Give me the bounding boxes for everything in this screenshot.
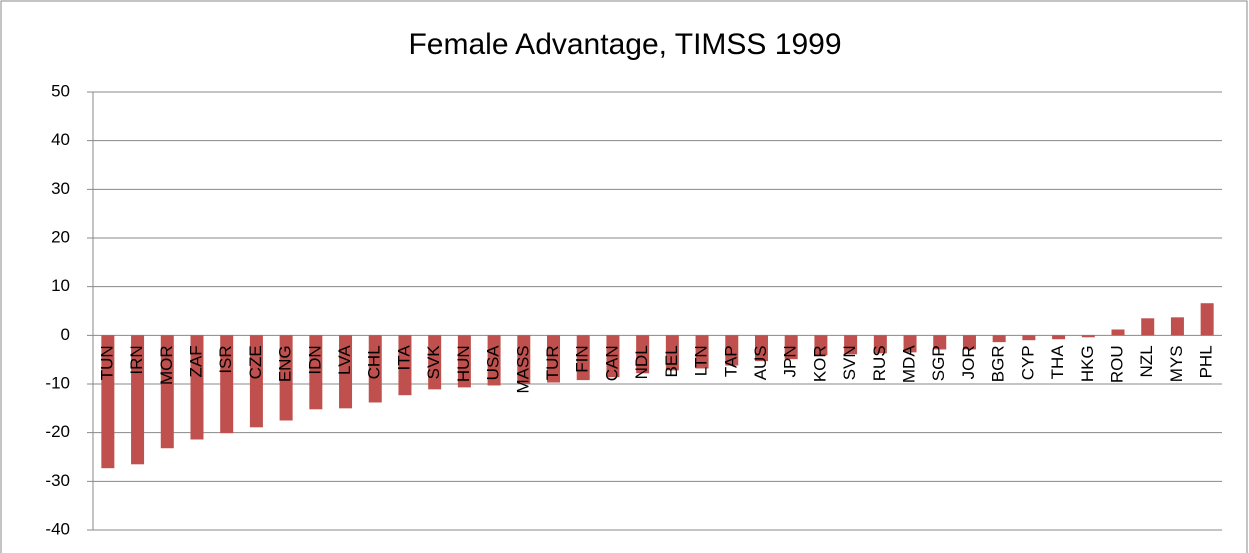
x-tick-label: LVA [335,345,354,375]
x-tick-label: JOR [959,345,978,379]
bar [547,335,561,383]
x-tick-label: MYS [1167,345,1186,382]
bar [844,335,858,355]
bar [962,335,976,350]
x-tick-label: TUN [97,345,116,380]
bar [1022,335,1036,341]
bar [190,335,204,440]
bar [665,335,679,371]
x-tick-label: FIN [573,345,592,372]
bar [903,335,917,353]
x-tick-label: HUN [454,345,473,382]
x-tick-label: ISR [216,345,235,373]
x-tick-label: LTN [692,345,711,376]
y-tick-label: 30 [51,179,70,198]
bar [279,335,293,421]
x-tick-label: KOR [810,345,829,382]
bar [131,335,145,465]
bar [1111,329,1125,336]
bar [695,335,709,369]
chart-title: Female Advantage, TIMSS 1999 [408,28,841,61]
x-tick-label: MOR [157,345,176,385]
y-tick-label: -30 [45,471,70,490]
x-tick-label: ENG [276,345,295,382]
x-tick-label: IDN [305,345,324,374]
bar [814,335,828,356]
bar [1141,318,1155,336]
bar [1052,335,1066,340]
bar [1081,335,1095,338]
bar [725,335,739,366]
y-tick-label: 10 [51,276,70,295]
bar [933,335,947,350]
x-tick-label: NDL [632,345,651,379]
y-tick-label: 20 [51,227,70,246]
bar [487,335,501,386]
x-tick-label: SVN [840,345,859,380]
x-tick-label: NZL [1137,345,1156,377]
x-tick-label: BEL [662,345,681,377]
bar [398,335,412,396]
bar [220,335,234,434]
bar [754,335,768,362]
x-tick-label: TUR [543,345,562,380]
bar [368,335,382,403]
x-tick-label: TAP [721,345,740,377]
x-tick-label: CZE [246,345,265,379]
y-tick-label: -10 [45,373,70,392]
bar [873,335,887,354]
x-tick-label: MDA [900,345,919,383]
x-tick-label: THA [1048,345,1067,380]
x-tick-label: PHL [1197,345,1216,378]
y-tick-label: 50 [51,81,70,100]
bar [784,335,798,360]
x-tick-label: HKG [1078,345,1097,382]
bar [576,335,590,381]
bar [249,335,263,428]
bar [1200,303,1214,336]
x-tick-label: RUS [870,345,889,381]
x-tick-label: CHL [365,345,384,379]
x-tick-label: ITA [394,345,413,371]
x-tick-label: CYP [1018,345,1037,380]
bar [309,335,323,410]
bar [606,335,620,378]
y-tick-label: 0 [61,325,70,344]
x-tick-label: ZAF [186,345,205,377]
x-tick-label: SGP [929,345,948,381]
x-tick-label: AUS [751,345,770,380]
x-tick-label: MASS [513,345,532,393]
x-tick-label: IRN [127,345,146,374]
bar [636,335,650,374]
bar [160,335,174,449]
bar [339,335,353,409]
x-tick-label: CAN [602,345,621,381]
bar [1170,317,1184,336]
bar [517,335,531,384]
x-tick-label: JPN [781,345,800,377]
bar [428,335,442,390]
bar [992,335,1006,343]
x-tick-label: SVK [424,345,443,380]
bar [457,335,471,388]
bar [101,335,115,469]
y-tick-label: -20 [45,422,70,441]
y-tick-label: 40 [51,130,70,149]
x-tick-label: ROU [1107,345,1126,383]
y-tick-label: -40 [45,519,70,538]
x-tick-label: USA [484,345,503,381]
x-tick-label: BGR [989,345,1008,382]
